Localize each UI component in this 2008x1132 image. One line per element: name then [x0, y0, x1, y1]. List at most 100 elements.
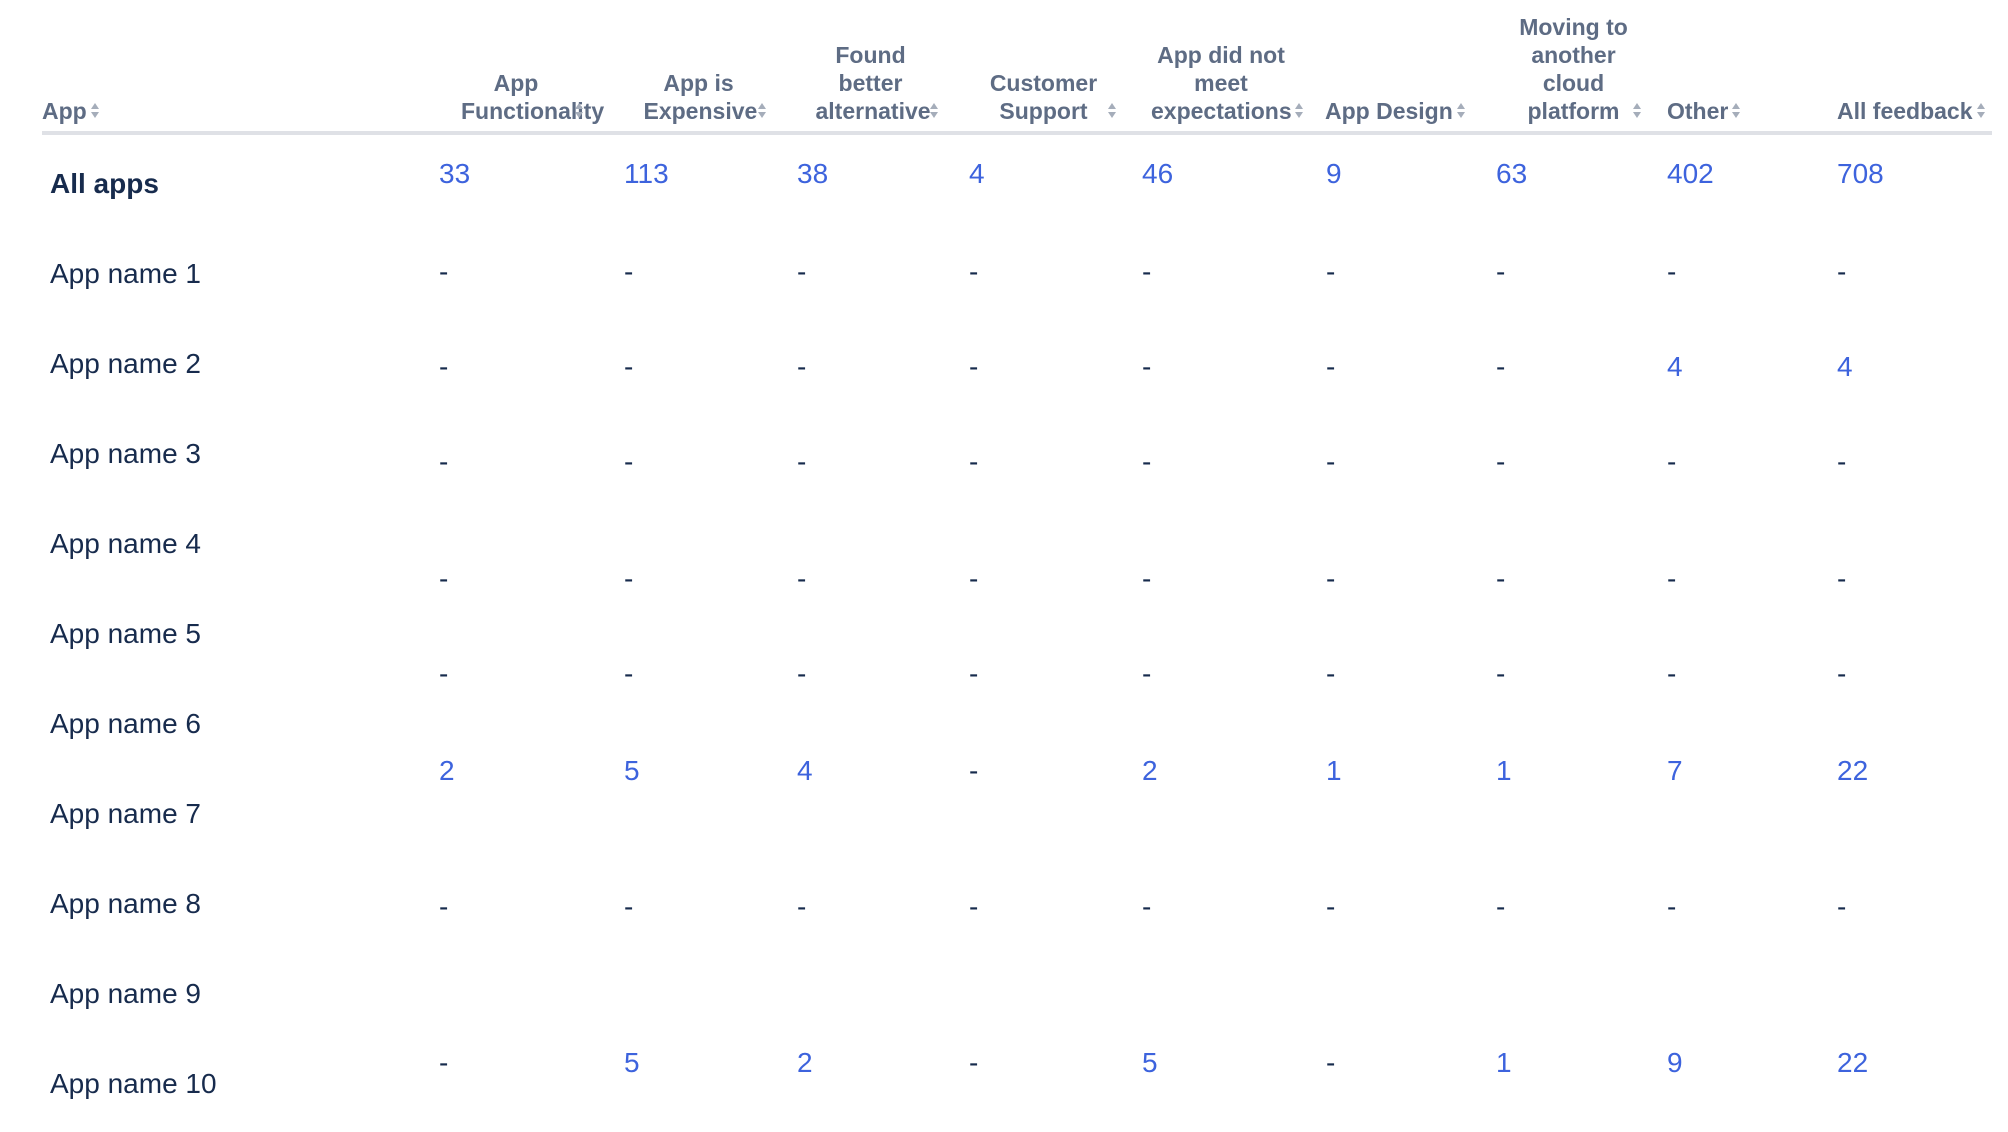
column-header-app-design[interactable]: App Design: [1325, 97, 1466, 125]
row-label-app: App name 8: [50, 888, 201, 919]
empty-cell: -: [624, 446, 634, 477]
empty-cell: -: [1326, 351, 1336, 382]
empty-cell: -: [969, 351, 979, 382]
count-link[interactable]: 22: [1837, 755, 1869, 786]
count-link[interactable]: 22: [1837, 1047, 1869, 1078]
empty-cell: -: [797, 658, 807, 689]
empty-cell: -: [1496, 563, 1506, 594]
empty-cell: -: [1142, 446, 1152, 477]
empty-cell: -: [1142, 658, 1152, 689]
sort-icon[interactable]: [1632, 102, 1642, 120]
count-link[interactable]: 46: [1142, 158, 1174, 189]
count-link[interactable]: 708: [1837, 158, 1884, 189]
empty-cell: -: [969, 563, 979, 594]
sort-icon[interactable]: [1294, 102, 1304, 120]
empty-cell: -: [1667, 446, 1677, 477]
column-header-moving-to-another-cloud-platform[interactable]: Moving to another cloud platform: [1500, 13, 1660, 125]
count-link[interactable]: 402: [1667, 158, 1714, 189]
empty-cell: -: [439, 256, 449, 287]
count-link[interactable]: 5: [624, 1047, 640, 1078]
row-label-app: App name 1: [50, 258, 201, 289]
empty-cell: -: [439, 658, 449, 689]
empty-cell: -: [624, 891, 634, 922]
sort-icon[interactable]: [574, 102, 584, 120]
column-header-app[interactable]: App: [42, 97, 100, 125]
empty-cell: -: [1496, 658, 1506, 689]
sort-icon[interactable]: [1976, 102, 1986, 120]
empty-cell: -: [1326, 658, 1336, 689]
empty-cell: -: [1837, 446, 1847, 477]
table-header: App App Functionality App is Expensive F…: [0, 0, 2008, 125]
count-link[interactable]: 33: [439, 158, 471, 189]
empty-cell: -: [1326, 446, 1336, 477]
count-link[interactable]: 4: [797, 755, 813, 786]
column-header-app-functionality[interactable]: App Functionality: [461, 70, 605, 124]
empty-cell: -: [797, 256, 807, 287]
column-header-app-is-expensive[interactable]: App is Expensive: [625, 69, 785, 125]
empty-cell: -: [439, 1047, 449, 1078]
count-link[interactable]: 113: [624, 158, 669, 189]
sort-icon[interactable]: [929, 102, 939, 120]
empty-cell: -: [1496, 891, 1506, 922]
row-label-app: App name 4: [50, 528, 201, 559]
empty-cell: -: [797, 891, 807, 922]
row-label-app: App name 7: [50, 798, 201, 829]
empty-cell: -: [1837, 658, 1847, 689]
count-link[interactable]: 7: [1667, 755, 1683, 786]
column-header-other[interactable]: Other: [1667, 97, 1741, 125]
row-label-app: App name 6: [50, 708, 201, 739]
sort-icon[interactable]: [757, 102, 767, 120]
count-link[interactable]: 2: [797, 1047, 813, 1078]
count-link[interactable]: 4: [1837, 351, 1853, 382]
count-link[interactable]: 38: [797, 158, 829, 189]
header-divider: [42, 131, 1992, 135]
count-link[interactable]: 63: [1496, 158, 1528, 189]
sort-icon[interactable]: [1456, 102, 1466, 120]
count-link[interactable]: 4: [1667, 351, 1683, 382]
sort-icon[interactable]: [90, 102, 100, 120]
column-header-customer-support[interactable]: Customer Support: [970, 69, 1130, 125]
empty-cell: -: [624, 563, 634, 594]
row-label-app: App name 5: [50, 618, 201, 649]
empty-cell: -: [1667, 658, 1677, 689]
empty-cell: -: [797, 563, 807, 594]
count-link[interactable]: 9: [1326, 158, 1342, 189]
count-link[interactable]: 1: [1326, 755, 1342, 786]
empty-cell: -: [1667, 891, 1677, 922]
empty-cell: -: [1326, 256, 1336, 287]
count-link[interactable]: 2: [1142, 755, 1158, 786]
column-header-app-did-not-meet-expectations[interactable]: App did not meet expectations: [1140, 41, 1315, 125]
empty-cell: -: [1837, 256, 1847, 287]
empty-cell: -: [1142, 351, 1152, 382]
count-link[interactable]: 1: [1496, 1047, 1512, 1078]
empty-cell: -: [797, 446, 807, 477]
sort-icon[interactable]: [1107, 102, 1117, 120]
count-link[interactable]: 9: [1667, 1047, 1683, 1078]
empty-cell: -: [1142, 563, 1152, 594]
count-link[interactable]: 1: [1496, 755, 1512, 786]
empty-cell: -: [624, 351, 634, 382]
column-header-all-feedback[interactable]: All feedback: [1837, 97, 1986, 125]
empty-cell: -: [969, 256, 979, 287]
empty-cell: -: [1142, 891, 1152, 922]
empty-cell: -: [1496, 351, 1506, 382]
empty-cell: -: [1667, 256, 1677, 287]
empty-cell: -: [439, 446, 449, 477]
row-label-app: App name 3: [50, 438, 201, 469]
empty-cell: -: [1837, 891, 1847, 922]
empty-cell: -: [1142, 256, 1152, 287]
empty-cell: -: [1326, 563, 1336, 594]
empty-cell: -: [969, 658, 979, 689]
column-header-found-better-alternative[interactable]: Found better alternative: [797, 41, 957, 125]
count-link[interactable]: 5: [624, 755, 640, 786]
row-label-app: App name 10: [50, 1068, 217, 1099]
count-link[interactable]: 4: [969, 158, 985, 189]
count-link[interactable]: 5: [1142, 1047, 1158, 1078]
sort-icon[interactable]: [1731, 102, 1741, 120]
empty-cell: -: [624, 658, 634, 689]
empty-cell: -: [1326, 1047, 1336, 1078]
empty-cell: -: [969, 755, 979, 786]
count-link[interactable]: 2: [439, 755, 455, 786]
row-label-app: App name 2: [50, 348, 201, 379]
empty-cell: -: [1496, 256, 1506, 287]
